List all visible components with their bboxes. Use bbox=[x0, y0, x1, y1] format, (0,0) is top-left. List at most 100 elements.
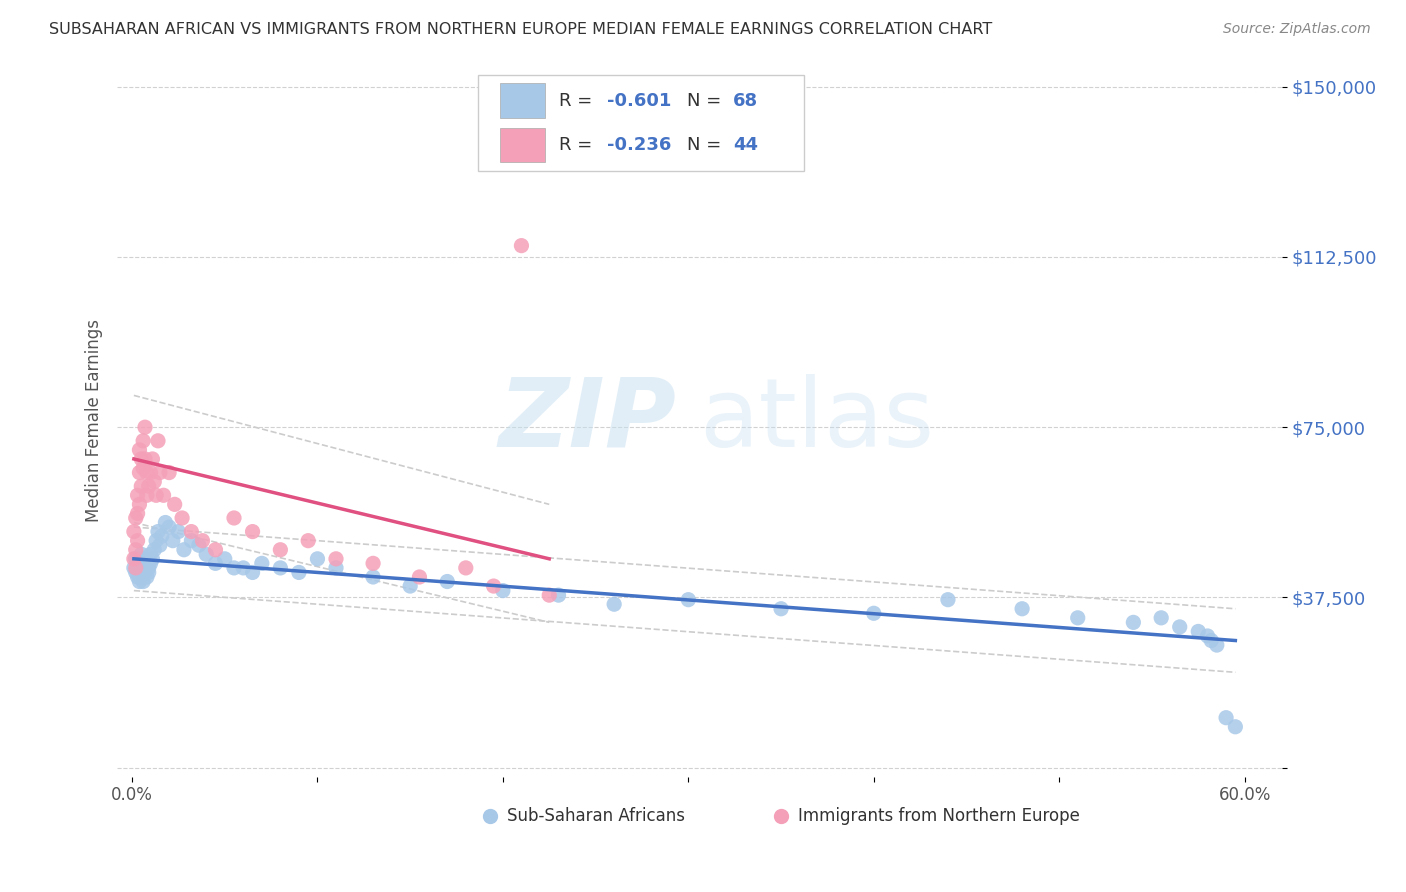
Text: SUBSAHARAN AFRICAN VS IMMIGRANTS FROM NORTHERN EUROPE MEDIAN FEMALE EARNINGS COR: SUBSAHARAN AFRICAN VS IMMIGRANTS FROM NO… bbox=[49, 22, 993, 37]
Point bbox=[128, 442, 150, 457]
Point bbox=[134, 420, 156, 434]
Point bbox=[222, 511, 245, 525]
Point bbox=[129, 547, 152, 561]
Point bbox=[125, 542, 148, 557]
Point bbox=[122, 561, 145, 575]
Point bbox=[127, 533, 149, 548]
Point bbox=[134, 551, 156, 566]
Point bbox=[135, 488, 157, 502]
Point bbox=[1197, 629, 1219, 643]
Point bbox=[127, 488, 149, 502]
Point bbox=[770, 601, 793, 615]
Point bbox=[128, 574, 150, 589]
Point bbox=[180, 533, 202, 548]
Point bbox=[1205, 638, 1227, 652]
Point bbox=[538, 588, 561, 602]
Point bbox=[143, 475, 166, 489]
Text: 44: 44 bbox=[733, 136, 758, 154]
Point bbox=[132, 574, 155, 589]
Text: -0.601: -0.601 bbox=[607, 92, 672, 110]
Point bbox=[399, 579, 422, 593]
Point bbox=[936, 592, 959, 607]
Point bbox=[155, 516, 177, 530]
Point bbox=[128, 551, 150, 566]
Point bbox=[125, 566, 148, 580]
Point bbox=[167, 524, 190, 539]
Point bbox=[678, 592, 700, 607]
Point bbox=[1067, 611, 1090, 625]
Point bbox=[269, 542, 291, 557]
Point bbox=[125, 511, 148, 525]
Point bbox=[129, 452, 152, 467]
Point bbox=[242, 566, 264, 580]
Point bbox=[128, 566, 150, 580]
Y-axis label: Median Female Earnings: Median Female Earnings bbox=[86, 318, 103, 522]
Point bbox=[143, 542, 166, 557]
Point bbox=[172, 511, 194, 525]
Point bbox=[129, 561, 152, 575]
Point bbox=[1011, 601, 1033, 615]
Point bbox=[204, 557, 226, 571]
Point bbox=[127, 507, 149, 521]
Text: 68: 68 bbox=[733, 92, 758, 110]
Point bbox=[1215, 711, 1237, 725]
Point bbox=[191, 533, 214, 548]
Point bbox=[1168, 620, 1191, 634]
Point bbox=[436, 574, 458, 589]
Point bbox=[152, 488, 174, 502]
Point bbox=[127, 561, 149, 575]
Point bbox=[150, 529, 173, 543]
Point bbox=[547, 588, 569, 602]
Point bbox=[127, 557, 149, 571]
Point bbox=[180, 524, 202, 539]
Point bbox=[129, 570, 152, 584]
Point bbox=[139, 557, 162, 571]
Point bbox=[232, 561, 254, 575]
Point bbox=[325, 551, 347, 566]
Point bbox=[862, 607, 884, 621]
Point bbox=[125, 551, 148, 566]
Point bbox=[122, 551, 145, 566]
Text: Immigrants from Northern Europe: Immigrants from Northern Europe bbox=[799, 807, 1080, 825]
Point bbox=[1225, 720, 1247, 734]
Text: Sub-Saharan Africans: Sub-Saharan Africans bbox=[508, 807, 685, 825]
Point bbox=[128, 466, 150, 480]
Point bbox=[492, 583, 515, 598]
Text: -0.236: -0.236 bbox=[607, 136, 672, 154]
Point bbox=[173, 542, 195, 557]
Point bbox=[195, 547, 218, 561]
Point bbox=[132, 566, 155, 580]
Point bbox=[141, 452, 163, 467]
Point bbox=[297, 533, 319, 548]
Point bbox=[1187, 624, 1209, 639]
Point bbox=[325, 561, 347, 575]
Point bbox=[361, 570, 384, 584]
Text: R =: R = bbox=[558, 92, 598, 110]
Point bbox=[129, 479, 152, 493]
Point bbox=[135, 466, 157, 480]
Point bbox=[214, 551, 236, 566]
Point bbox=[1150, 611, 1173, 625]
FancyBboxPatch shape bbox=[501, 84, 544, 118]
Point bbox=[288, 566, 311, 580]
Point bbox=[132, 434, 155, 448]
Point bbox=[146, 434, 169, 448]
Point bbox=[603, 597, 626, 611]
Point bbox=[250, 557, 273, 571]
Point bbox=[157, 520, 180, 534]
Point bbox=[242, 524, 264, 539]
Point bbox=[134, 561, 156, 575]
Text: ZIP: ZIP bbox=[498, 374, 676, 467]
Point bbox=[269, 561, 291, 575]
Point bbox=[145, 488, 167, 502]
Point bbox=[134, 452, 156, 467]
Text: Source: ZipAtlas.com: Source: ZipAtlas.com bbox=[1223, 22, 1371, 37]
Point bbox=[139, 466, 162, 480]
FancyBboxPatch shape bbox=[478, 75, 804, 171]
Point bbox=[128, 497, 150, 511]
Point bbox=[157, 466, 180, 480]
Point bbox=[138, 561, 160, 575]
Point bbox=[122, 524, 145, 539]
Point bbox=[127, 570, 149, 584]
Point bbox=[163, 497, 186, 511]
